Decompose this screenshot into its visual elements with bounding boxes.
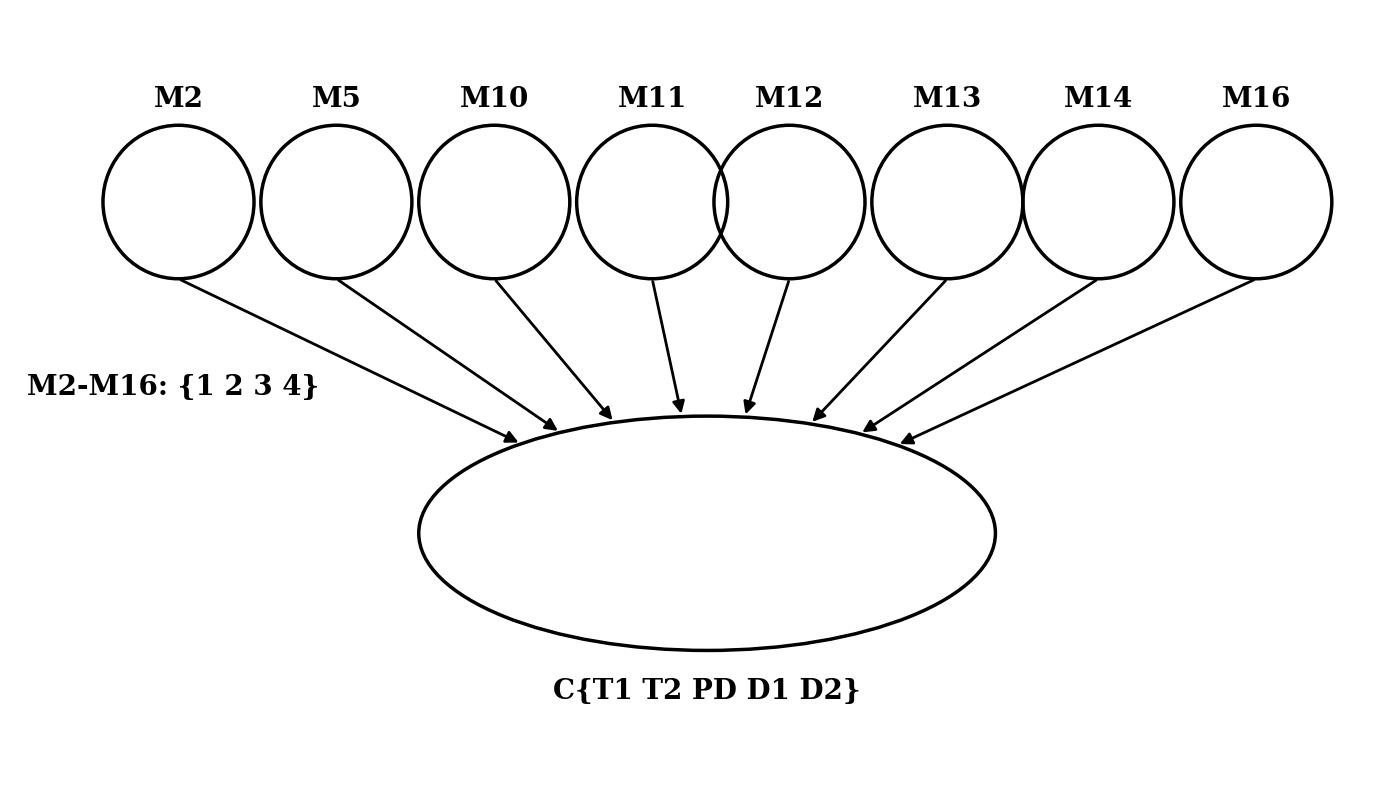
Text: M2-M16: {1 2 3 4}: M2-M16: {1 2 3 4} [27,374,320,402]
Text: M5: M5 [312,86,361,113]
Text: M16: M16 [1222,86,1291,113]
Text: M12: M12 [755,86,824,113]
Text: M13: M13 [913,86,982,113]
Text: M11: M11 [618,86,686,113]
Text: M10: M10 [460,86,529,113]
Text: M14: M14 [1064,86,1133,113]
Text: C{T1 T2 PD D1 D2}: C{T1 T2 PD D1 D2} [553,679,861,705]
Text: M2: M2 [154,86,203,113]
